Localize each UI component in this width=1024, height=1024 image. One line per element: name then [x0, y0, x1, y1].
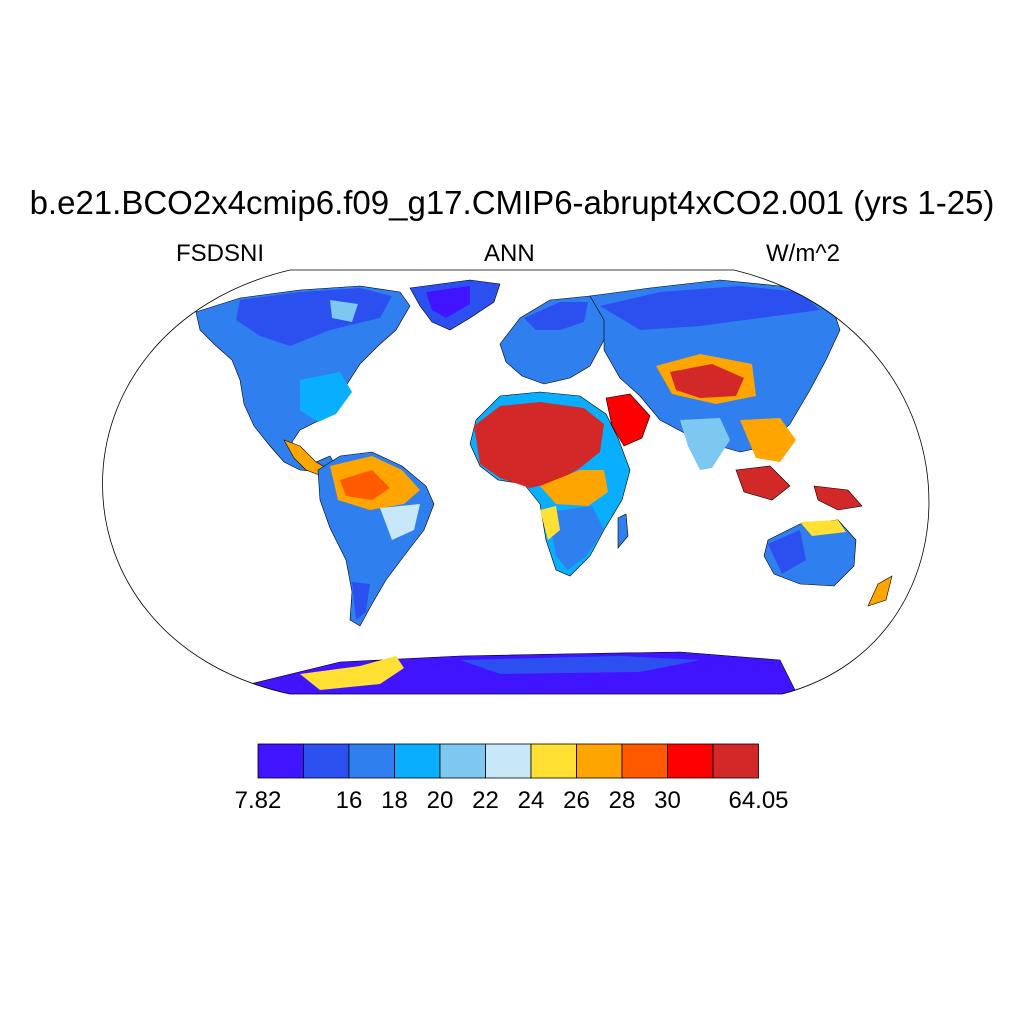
- asia-north: [600, 286, 820, 330]
- south-america-south: [352, 582, 370, 620]
- indonesia: [735, 465, 791, 501]
- south-america-east: [380, 504, 420, 540]
- new-guinea: [813, 485, 863, 511]
- north-america-north: [236, 288, 392, 346]
- africa-southeast: [540, 506, 560, 540]
- colorbar-box: [348, 743, 395, 779]
- europe-north: [524, 302, 588, 330]
- colorbar-box: [576, 743, 623, 779]
- colorbar-box: [530, 743, 577, 779]
- antarctica-east: [460, 656, 700, 674]
- madagascar: [617, 513, 629, 549]
- greenland-core: [426, 286, 470, 318]
- north-america-mid: [330, 300, 358, 322]
- units-label: W/m^2: [766, 240, 840, 267]
- map-boundary: [102, 269, 930, 695]
- colorbar-label: 16: [336, 787, 363, 814]
- plot-title: b.e21.BCO2x4cmip6.f09_g17.CMIP6-abrupt4x…: [29, 184, 995, 221]
- asia-gobi: [670, 364, 744, 398]
- colorbar-box: [394, 743, 441, 779]
- variable-label: FSDSNI: [176, 240, 265, 267]
- arabia: [605, 393, 651, 447]
- colorbar-label: 22: [472, 787, 499, 814]
- colorbar-box: [712, 743, 759, 779]
- antarctica-peninsula: [300, 656, 404, 690]
- colorbar-box: [439, 743, 486, 779]
- colorbar-label: 20: [427, 787, 454, 814]
- colorbar-label: 28: [609, 787, 636, 814]
- colorbar-label: 7.82: [235, 787, 282, 814]
- colorbar-label: 24: [518, 787, 545, 814]
- season-label: ANN: [484, 240, 535, 267]
- africa-sahel: [540, 470, 608, 506]
- colorbar-label: 18: [381, 787, 408, 814]
- africa-south: [548, 506, 604, 570]
- africa-sahara: [474, 402, 604, 488]
- colorbar-box: [667, 743, 714, 779]
- new-zealand: [867, 575, 893, 607]
- colorbar-label: 30: [654, 787, 681, 814]
- australia-west: [768, 530, 806, 574]
- colorbar-label: 26: [563, 787, 590, 814]
- colorbar-box: [485, 743, 532, 779]
- land-layer: [195, 279, 893, 694]
- asia-india: [680, 418, 730, 470]
- australia-north: [800, 520, 846, 536]
- north-america-east: [300, 372, 352, 422]
- colorbar-label: 64.05: [728, 787, 788, 814]
- colorbar-box: [303, 743, 350, 779]
- south-america-center: [340, 470, 390, 500]
- asia-southeast: [740, 418, 796, 462]
- colorbar-box: [621, 743, 668, 779]
- colorbar-box: [257, 743, 304, 779]
